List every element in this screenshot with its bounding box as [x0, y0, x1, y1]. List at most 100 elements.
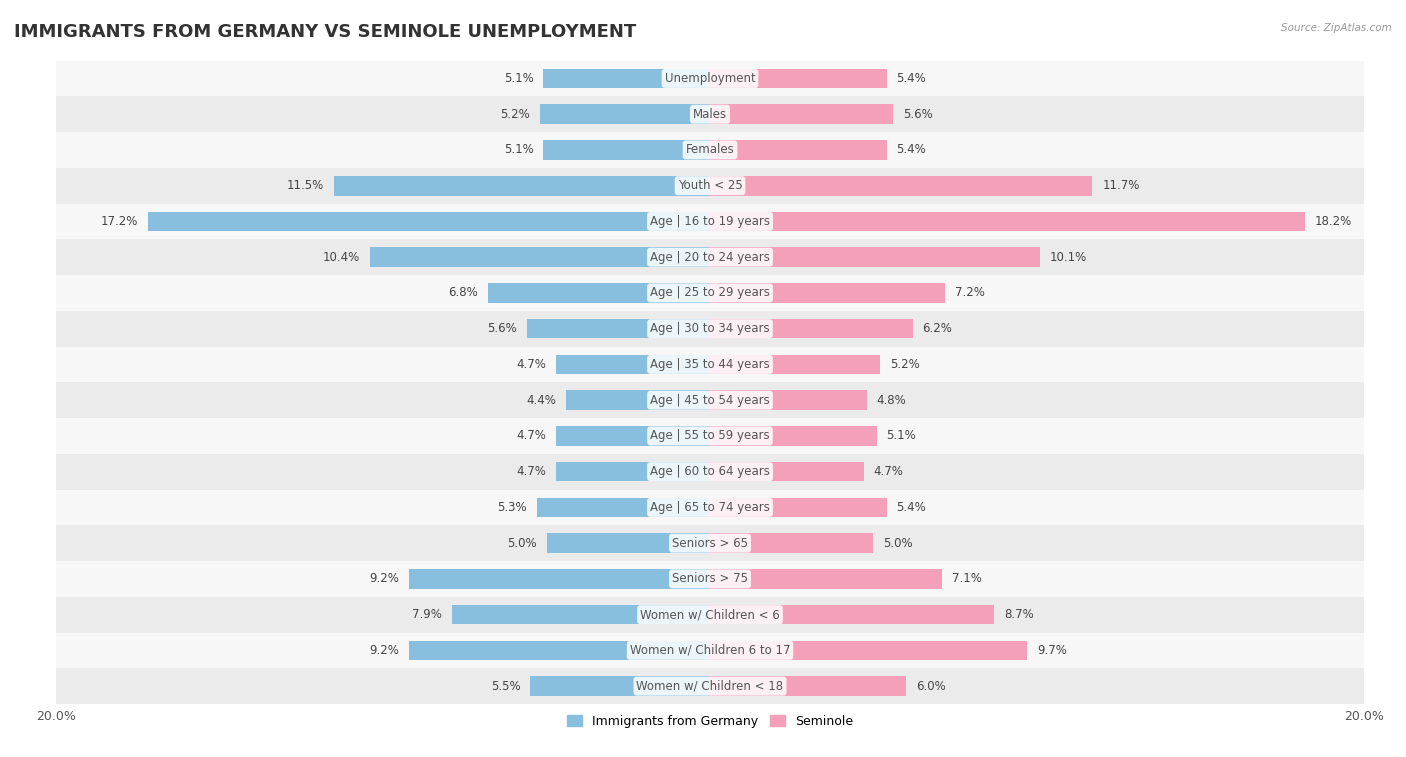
Bar [547, 534, 710, 553]
Text: 6.8%: 6.8% [449, 286, 478, 300]
Text: Age | 25 to 29 years: Age | 25 to 29 years [650, 286, 770, 300]
Text: Women w/ Children 6 to 17: Women w/ Children 6 to 17 [630, 644, 790, 657]
Bar [56, 525, 1364, 561]
Text: Seniors > 75: Seniors > 75 [672, 572, 748, 585]
Text: 7.1%: 7.1% [952, 572, 981, 585]
Text: 5.2%: 5.2% [501, 107, 530, 120]
Bar [527, 319, 710, 338]
Bar [710, 569, 942, 589]
Text: 9.2%: 9.2% [370, 644, 399, 657]
Text: Age | 45 to 54 years: Age | 45 to 54 years [650, 394, 770, 407]
Bar [409, 640, 710, 660]
Text: Females: Females [686, 143, 734, 157]
Bar [710, 104, 893, 124]
Text: Seniors > 65: Seniors > 65 [672, 537, 748, 550]
Bar [557, 462, 710, 481]
Bar [56, 453, 1364, 490]
Bar [56, 347, 1364, 382]
Bar [335, 176, 710, 195]
Bar [710, 176, 1092, 195]
Text: 17.2%: 17.2% [101, 215, 138, 228]
Text: 4.7%: 4.7% [517, 429, 547, 442]
Bar [56, 382, 1364, 418]
Text: 4.8%: 4.8% [877, 394, 907, 407]
Bar [710, 426, 877, 446]
Bar [56, 239, 1364, 275]
Bar [148, 212, 710, 231]
Bar [530, 676, 710, 696]
Text: Women w/ Children < 6: Women w/ Children < 6 [640, 608, 780, 621]
Bar [710, 462, 863, 481]
Text: Unemployment: Unemployment [665, 72, 755, 85]
Text: Age | 16 to 19 years: Age | 16 to 19 years [650, 215, 770, 228]
Text: 5.4%: 5.4% [897, 72, 927, 85]
Text: 9.2%: 9.2% [370, 572, 399, 585]
Bar [710, 319, 912, 338]
Bar [710, 140, 887, 160]
Bar [56, 597, 1364, 633]
Bar [56, 96, 1364, 132]
Text: Age | 65 to 74 years: Age | 65 to 74 years [650, 501, 770, 514]
Bar [451, 605, 710, 625]
Text: 18.2%: 18.2% [1315, 215, 1353, 228]
Text: 4.4%: 4.4% [526, 394, 557, 407]
Text: 5.1%: 5.1% [503, 143, 533, 157]
Text: 11.5%: 11.5% [287, 179, 325, 192]
Bar [409, 569, 710, 589]
Bar [56, 418, 1364, 453]
Text: 5.4%: 5.4% [897, 143, 927, 157]
Text: 10.4%: 10.4% [323, 251, 360, 263]
Text: 5.1%: 5.1% [887, 429, 917, 442]
Bar [537, 497, 710, 517]
Text: 7.9%: 7.9% [412, 608, 441, 621]
Text: 5.5%: 5.5% [491, 680, 520, 693]
Text: Age | 55 to 59 years: Age | 55 to 59 years [650, 429, 770, 442]
Legend: Immigrants from Germany, Seminole: Immigrants from Germany, Seminole [561, 710, 859, 733]
Bar [543, 140, 710, 160]
Bar [56, 204, 1364, 239]
Text: Source: ZipAtlas.com: Source: ZipAtlas.com [1281, 23, 1392, 33]
Text: 6.2%: 6.2% [922, 322, 952, 335]
Bar [710, 497, 887, 517]
Text: Males: Males [693, 107, 727, 120]
Bar [710, 212, 1305, 231]
Text: Age | 35 to 44 years: Age | 35 to 44 years [650, 358, 770, 371]
Bar [710, 605, 994, 625]
Text: 4.7%: 4.7% [517, 358, 547, 371]
Text: 11.7%: 11.7% [1102, 179, 1140, 192]
Text: 5.0%: 5.0% [508, 537, 537, 550]
Text: Women w/ Children < 18: Women w/ Children < 18 [637, 680, 783, 693]
Bar [56, 633, 1364, 668]
Text: 5.0%: 5.0% [883, 537, 912, 550]
Text: IMMIGRANTS FROM GERMANY VS SEMINOLE UNEMPLOYMENT: IMMIGRANTS FROM GERMANY VS SEMINOLE UNEM… [14, 23, 637, 41]
Bar [543, 69, 710, 89]
Bar [56, 275, 1364, 311]
Text: 5.2%: 5.2% [890, 358, 920, 371]
Bar [56, 490, 1364, 525]
Bar [710, 283, 945, 303]
Text: 5.6%: 5.6% [903, 107, 932, 120]
Bar [540, 104, 710, 124]
Text: 7.2%: 7.2% [955, 286, 986, 300]
Text: 6.0%: 6.0% [915, 680, 946, 693]
Bar [557, 354, 710, 374]
Bar [56, 61, 1364, 96]
Bar [370, 248, 710, 267]
Bar [710, 248, 1040, 267]
Bar [710, 640, 1028, 660]
Bar [710, 534, 873, 553]
Bar [567, 391, 710, 410]
Text: Age | 60 to 64 years: Age | 60 to 64 years [650, 465, 770, 478]
Bar [56, 168, 1364, 204]
Bar [488, 283, 710, 303]
Text: Youth < 25: Youth < 25 [678, 179, 742, 192]
Text: 10.1%: 10.1% [1050, 251, 1087, 263]
Bar [710, 391, 868, 410]
Bar [56, 311, 1364, 347]
Bar [710, 69, 887, 89]
Bar [56, 561, 1364, 597]
Bar [710, 676, 905, 696]
Bar [710, 354, 880, 374]
Bar [557, 426, 710, 446]
Text: 5.6%: 5.6% [488, 322, 517, 335]
